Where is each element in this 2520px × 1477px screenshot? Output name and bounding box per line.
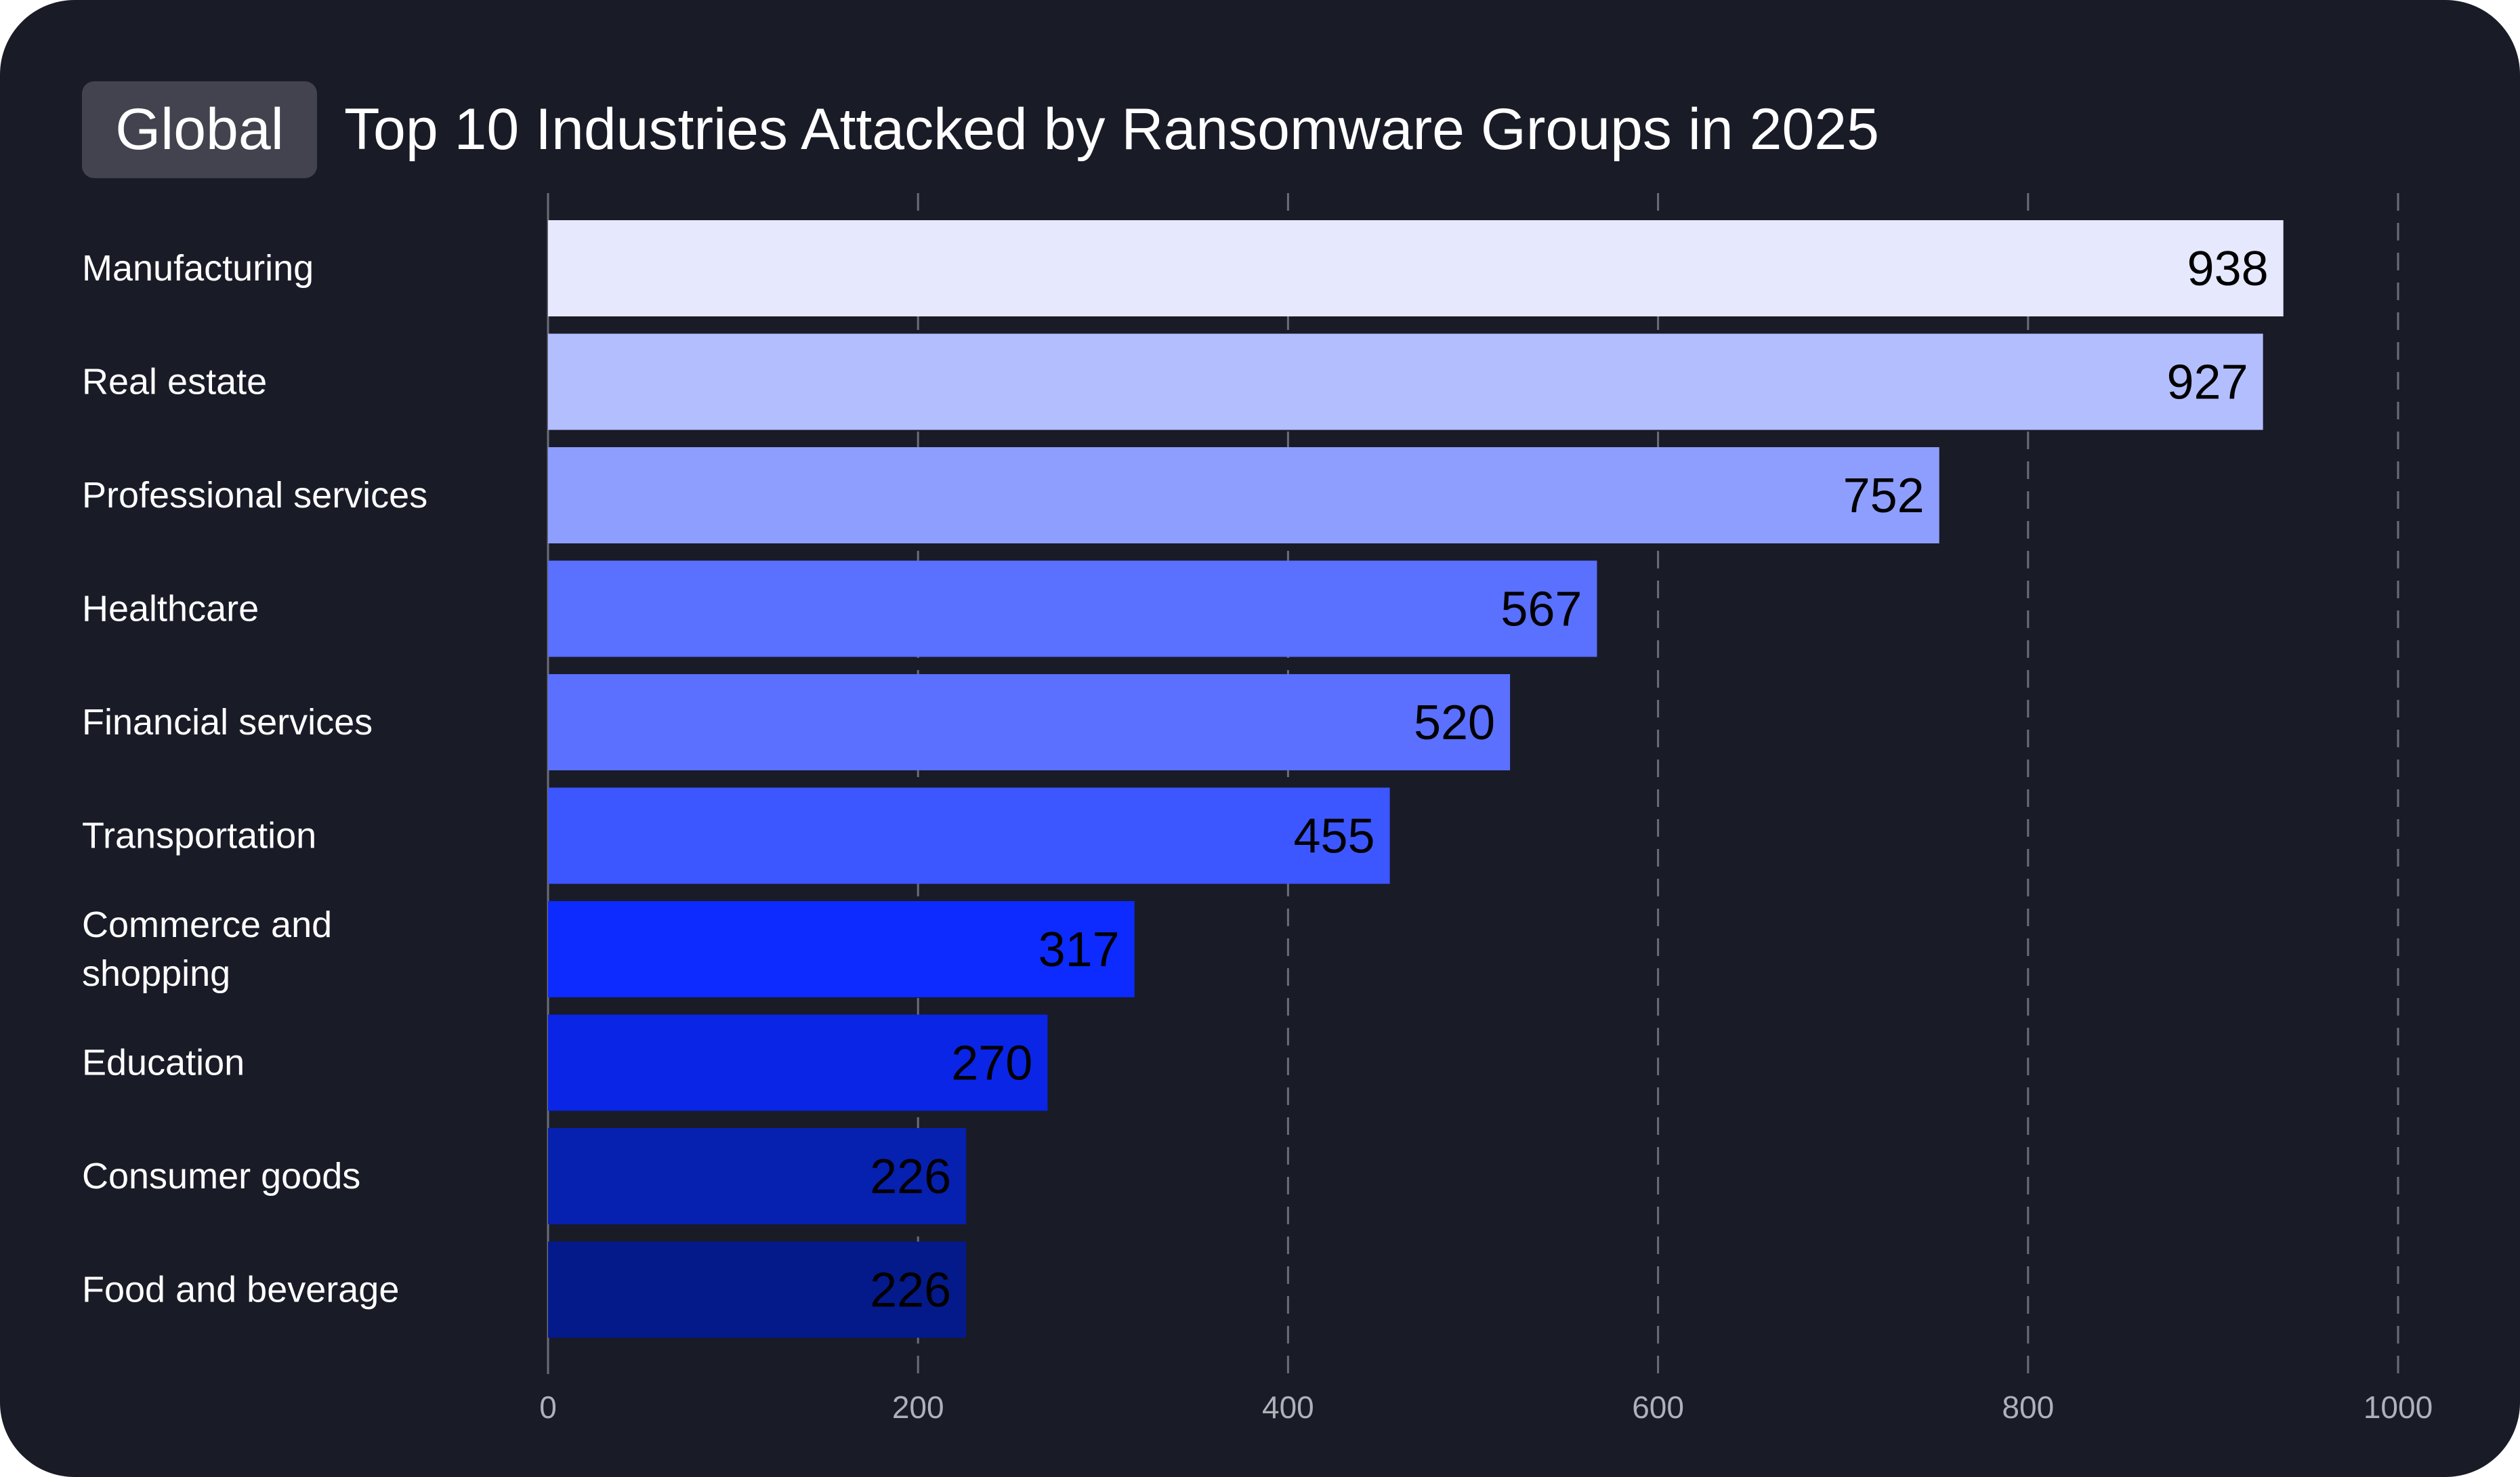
bar-value-label: 270 — [951, 1037, 1032, 1091]
bar — [548, 333, 2263, 430]
category-label: Consumer goods — [82, 1156, 360, 1197]
x-tick-label: 800 — [2002, 1390, 2054, 1425]
category-label: Professional services — [82, 475, 427, 516]
bar — [548, 1014, 1048, 1111]
category-label: Real estate — [82, 362, 267, 402]
bar — [548, 1128, 967, 1224]
x-tick-label: 1000 — [2364, 1390, 2433, 1425]
bar-value-label: 567 — [1500, 583, 1582, 637]
category-label: Food and beverage — [82, 1270, 399, 1310]
bar — [548, 787, 1390, 884]
bar-value-label: 752 — [1843, 469, 1925, 523]
category-label: Education — [82, 1043, 245, 1083]
category-label: Commerce and — [82, 904, 332, 945]
bar — [548, 1241, 967, 1338]
bar-value-label: 317 — [1038, 923, 1120, 977]
category-label: Transportation — [82, 816, 316, 856]
category-label: shopping — [82, 953, 230, 994]
bar-value-label: 927 — [2166, 356, 2248, 410]
x-tick-label: 400 — [1262, 1390, 1314, 1425]
bar — [548, 560, 1597, 657]
x-tick-label: 200 — [892, 1390, 944, 1425]
bar-value-label: 520 — [1414, 696, 1495, 750]
region-badge: Global — [82, 81, 317, 178]
bar — [548, 447, 1939, 543]
bar-value-label: 938 — [2187, 242, 2269, 296]
bar-value-label: 226 — [870, 1150, 951, 1204]
bar — [548, 901, 1135, 997]
category-label: Healthcare — [82, 589, 259, 629]
bar-value-label: 226 — [870, 1264, 951, 1318]
chart-title: Top 10 Industries Attacked by Ransomware… — [344, 97, 1879, 162]
bar — [548, 220, 2284, 316]
x-tick-label: 0 — [539, 1390, 557, 1425]
bar-value-label: 455 — [1293, 810, 1374, 864]
category-label: Manufacturing — [82, 248, 314, 289]
x-tick-label: 600 — [1632, 1390, 1684, 1425]
category-label: Financial services — [82, 702, 373, 743]
bar — [548, 674, 1511, 770]
